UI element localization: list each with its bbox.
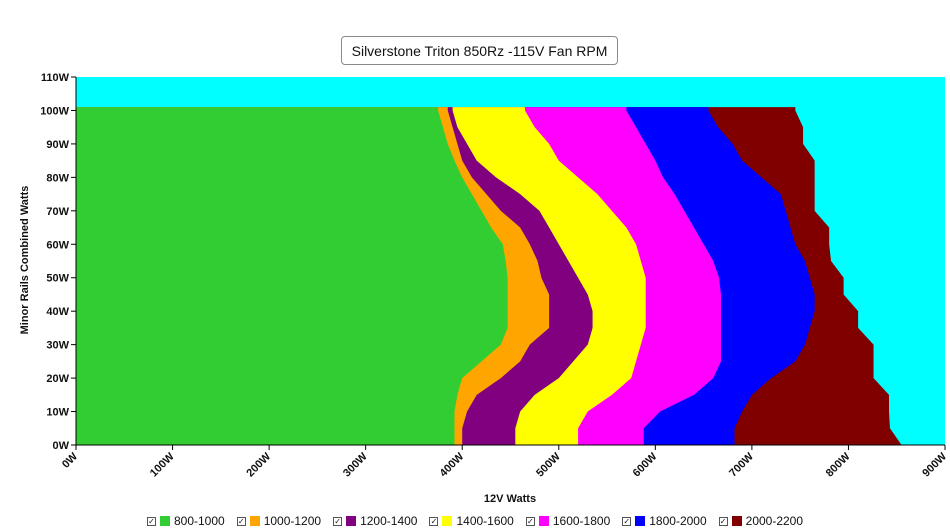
- legend-item-1600-1800[interactable]: ✓ 1600-1800: [525, 512, 611, 530]
- legend-label: 1600-1800: [552, 514, 611, 528]
- chart-svg: 0W 10W 20W 30W 40W 50W 60W 70W 80W 90W 100W 110W 0W 1…: [19, 72, 950, 505]
- legend-checkbox[interactable]: ✓: [525, 516, 535, 526]
- legend-checkbox[interactable]: ✓: [333, 516, 343, 526]
- y-tick-label: 90W: [46, 139, 69, 151]
- x-tick-label: 300W: [341, 450, 370, 479]
- legend-swatch: [538, 516, 549, 526]
- legend-swatch: [635, 516, 646, 526]
- legend-swatch: [249, 516, 260, 526]
- chart-title: Silverstone Triton 850Rz -115V Fan RPM: [341, 36, 618, 65]
- legend-item-800-1000[interactable]: ✓ 800-1000: [146, 512, 225, 530]
- x-axis-label: 12V Watts: [484, 493, 536, 505]
- x-tick-label: 100W: [148, 450, 177, 479]
- y-tick-label: 20W: [46, 373, 69, 385]
- y-tick-label: 80W: [46, 172, 69, 184]
- legend-label: 1200-1400: [360, 514, 418, 528]
- y-tick-label: 70W: [46, 206, 69, 218]
- legend-label: 1800-2000: [649, 514, 707, 528]
- legend-item-1000-1200[interactable]: ✓ 1000-1200: [236, 512, 322, 530]
- legend: ✓ 800-1000 ✓ 1000-1200 ✓ 1200-1400 ✓ 1400-1600 ✓…: [0, 512, 950, 530]
- legend-swatch: [731, 516, 742, 526]
- legend-item-1200-1400[interactable]: ✓ 1200-1400: [333, 512, 417, 530]
- x-tick-label: 500W: [534, 450, 563, 479]
- legend-swatch: [442, 516, 453, 526]
- x-tick-label: 200W: [244, 450, 273, 479]
- legend-checkbox[interactable]: ✓: [718, 516, 728, 526]
- legend-item-1400-1600[interactable]: ✓ 1400-1600: [429, 512, 514, 530]
- y-tick-label: 10W: [46, 407, 69, 419]
- x-tick-label: 0W: [60, 450, 81, 471]
- y-tick-label: 50W: [46, 273, 69, 285]
- y-tick-label: 100W: [40, 105, 69, 117]
- legend-checkbox[interactable]: ✓: [146, 516, 156, 526]
- x-tick-label: 700W: [727, 450, 756, 479]
- legend-label: 800-1000: [173, 514, 225, 528]
- legend-label: 1400-1600: [456, 514, 514, 528]
- legend-checkbox[interactable]: ✓: [622, 516, 632, 526]
- x-tick-label: 600W: [631, 450, 660, 479]
- legend-checkbox[interactable]: ✓: [236, 516, 246, 526]
- x-tick-label: 900W: [920, 450, 949, 479]
- legend-swatch: [159, 516, 170, 526]
- legend-label: 1000-1200: [263, 514, 322, 528]
- y-tick-label: 60W: [46, 239, 69, 251]
- band-800-1000: [76, 107, 508, 445]
- y-tick-label: 110W: [41, 72, 70, 84]
- y-tick-label: 0W: [53, 440, 70, 452]
- x-tick-label: 400W: [438, 450, 467, 479]
- legend-label: 2000-2200: [745, 514, 804, 528]
- axes: 0W 10W 20W 30W 40W 50W 60W 70W 80W 90W 100W 110W 0W 1…: [40, 72, 949, 479]
- y-tick-label: 30W: [46, 340, 69, 352]
- legend-item-2000-2200[interactable]: ✓ 2000-2200: [718, 512, 804, 530]
- legend-swatch: [346, 516, 357, 526]
- legend-item-1800-2000[interactable]: ✓ 1800-2000: [622, 512, 707, 530]
- plot-area: [76, 77, 945, 445]
- legend-checkbox[interactable]: ✓: [429, 516, 439, 526]
- y-axis-label: Minor Rails Combined Watts: [19, 186, 31, 335]
- x-tick-label: 800W: [824, 450, 853, 479]
- y-tick-label: 40W: [46, 306, 69, 318]
